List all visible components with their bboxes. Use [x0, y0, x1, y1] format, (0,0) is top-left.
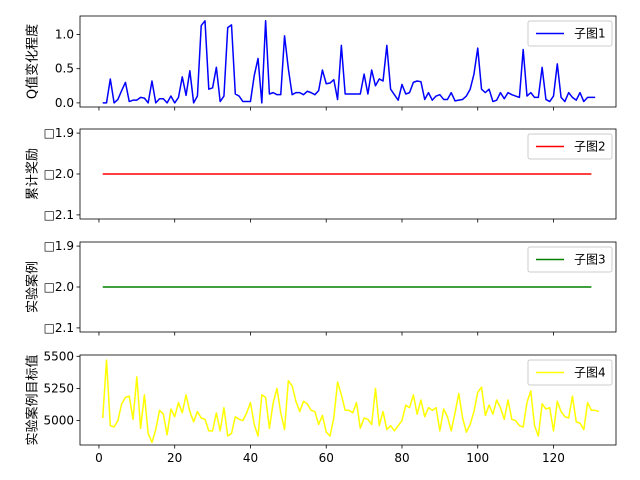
subplot-4-legend: 子图4: [527, 359, 613, 386]
subplot-1-legend-label: 子图1: [574, 27, 606, 41]
subplot-4-ytick-label: 5250: [43, 381, 74, 395]
subplot-4-xtick-label: 40: [243, 451, 258, 465]
subplot-2-frame: [79, 128, 617, 220]
subplot-2-legend: 子图2: [527, 133, 613, 160]
subplot-4-ytick-label: 5000: [43, 414, 74, 428]
subplot-1-ytick-label: 0.0: [55, 96, 74, 110]
subplot-4-legend-label: 子图4: [574, 366, 606, 380]
subplot-1: 0.0 0.5 1.0 Q值变化程度 子图1: [25, 15, 617, 111]
subplot-1-ylabel: Q值变化程度: [25, 24, 41, 99]
subplot-4-xtick-label: 0: [95, 451, 103, 465]
subplot-4-ylabel: 实验案例目标值: [25, 354, 41, 445]
subplot-4: 5000 5250 5500 0 20 40 60 80 100 120 实验案例目标值 子图4: [25, 349, 617, 465]
subplot-2-ytick-label: □1.9: [44, 126, 74, 140]
subplot-3-legend: 子图3: [527, 246, 613, 273]
subplot-2-ytick-label: □2.0: [44, 167, 74, 181]
subplot-1-legend: 子图1: [527, 20, 613, 47]
subplot-2-ytick-label: □2.1: [44, 208, 74, 222]
subplot-3-ytick-label: □2.1: [44, 321, 74, 335]
subplot-4-xtick-label: 120: [542, 451, 565, 465]
subplot-3-legend-label: 子图3: [574, 253, 606, 267]
subplot-3-ytick-label: □1.9: [44, 239, 74, 253]
subplot-4-series-line: [101, 359, 600, 444]
subplot-4-xtick-label: 100: [466, 451, 489, 465]
subplot-1-frame: [79, 15, 617, 108]
subplot-1-series-line: [102, 20, 596, 104]
subplot-3-ylabel: 实验案例: [25, 261, 41, 313]
subplot-3-frame: [79, 241, 617, 333]
subplot-3-ytick-label: □2.0: [44, 280, 74, 294]
subplot-2-legend-label: 子图2: [574, 140, 606, 154]
subplot-4-xtick-label: 80: [394, 451, 409, 465]
subplot-4-frame: [79, 354, 617, 446]
subplot-1-legend-box: [527, 20, 613, 47]
subplot-3-legend-box: [527, 246, 613, 273]
subplot-2-ylabel: 累计奖励: [26, 148, 41, 200]
subplot-4-xtick-label: 60: [319, 451, 334, 465]
subplot-1-ytick-label: 0.5: [55, 62, 74, 76]
subplot-1-ytick-label: 1.0: [55, 27, 74, 41]
subplot-4-xtick-label: 20: [167, 451, 182, 465]
subplot-4-ytick-label: 5500: [43, 349, 74, 363]
subplot-2-legend-box: [527, 133, 613, 160]
subplot-4-legend-box: [527, 359, 613, 386]
